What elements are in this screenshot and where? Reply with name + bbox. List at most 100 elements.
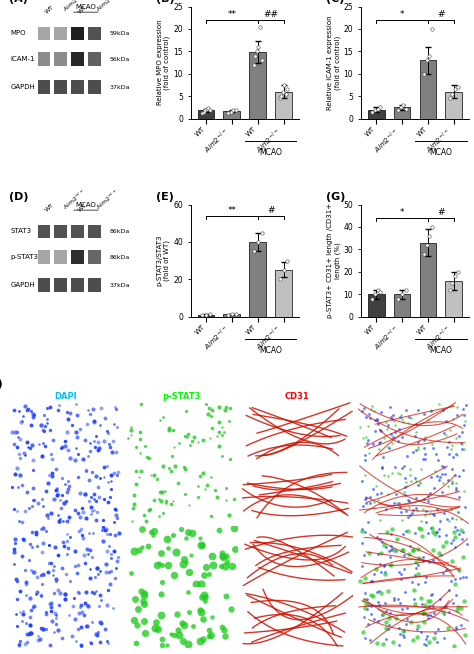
Point <box>27 612 34 623</box>
Point <box>407 470 414 481</box>
Point <box>53 613 60 623</box>
Point <box>20 535 27 545</box>
Point <box>458 534 466 544</box>
Point <box>461 502 469 512</box>
Point <box>454 450 461 460</box>
Point <box>186 439 193 450</box>
Point <box>48 468 55 478</box>
Point <box>205 403 213 413</box>
Point <box>404 511 412 522</box>
Point <box>161 486 169 496</box>
Point <box>74 472 82 483</box>
Point <box>53 485 60 495</box>
Point <box>414 441 422 452</box>
Point <box>201 570 208 581</box>
Point <box>438 550 445 560</box>
Text: **: ** <box>228 10 237 20</box>
Point <box>448 513 456 523</box>
Point <box>384 441 392 452</box>
Point <box>91 436 98 447</box>
Point <box>366 498 374 508</box>
Point <box>56 514 64 525</box>
Point <box>448 556 456 566</box>
Point <box>376 102 384 112</box>
Point <box>382 623 390 633</box>
Point <box>64 414 72 424</box>
Point <box>41 441 49 451</box>
Point <box>37 590 45 600</box>
Text: 86kDa: 86kDa <box>110 254 130 260</box>
Point <box>88 492 95 502</box>
Point <box>359 432 367 443</box>
Point <box>436 515 443 526</box>
Point <box>47 606 55 616</box>
Text: #: # <box>437 209 445 217</box>
Point <box>378 537 385 547</box>
Point <box>66 532 73 542</box>
Point <box>104 636 111 646</box>
Text: $Aim2^{-/-}$: $Aim2^{-/-}$ <box>254 324 283 353</box>
Point <box>446 607 453 617</box>
Bar <box>419 60 436 118</box>
Text: MCAO: MCAO <box>75 4 96 10</box>
Point <box>21 450 28 460</box>
Point <box>390 594 398 605</box>
Point <box>115 528 123 538</box>
Point <box>382 568 389 579</box>
Point <box>47 598 55 608</box>
Point <box>74 560 82 570</box>
Point <box>39 438 47 448</box>
Point <box>358 538 365 548</box>
Text: DAPI: DAPI <box>54 392 77 401</box>
Point <box>157 496 164 507</box>
Point <box>43 414 50 424</box>
Point <box>458 439 466 449</box>
Point <box>452 432 460 443</box>
Point <box>95 443 103 453</box>
Point <box>375 444 383 455</box>
Point <box>158 560 165 570</box>
Point <box>385 619 393 630</box>
Point <box>72 399 80 409</box>
Point <box>96 566 104 576</box>
Point <box>130 499 137 509</box>
Point <box>61 594 69 604</box>
Point <box>394 468 401 478</box>
Point <box>440 427 448 438</box>
Point <box>358 475 366 486</box>
Point <box>382 598 389 608</box>
Point <box>132 466 140 476</box>
Point <box>359 526 366 536</box>
Point <box>103 460 111 471</box>
Point <box>115 551 122 562</box>
Point <box>51 542 59 552</box>
Point <box>45 540 53 550</box>
Point <box>57 443 64 453</box>
Point <box>440 508 448 519</box>
Point <box>218 551 226 562</box>
Point <box>21 639 29 649</box>
Point <box>50 561 57 572</box>
Text: (E): (E) <box>156 192 173 202</box>
Point <box>364 604 371 615</box>
Point <box>147 470 155 481</box>
Point <box>185 606 192 617</box>
Point <box>27 593 34 603</box>
Point <box>379 639 387 649</box>
Bar <box>446 281 462 317</box>
Point <box>366 413 374 423</box>
Point <box>431 529 438 540</box>
Point <box>80 550 88 560</box>
Point <box>369 107 376 117</box>
Point <box>85 600 92 611</box>
Point <box>93 507 101 517</box>
Text: $Aim2^{-/-}$: $Aim2^{-/-}$ <box>424 324 454 353</box>
Point <box>41 421 49 431</box>
Point <box>87 638 95 648</box>
Point <box>22 617 29 628</box>
Point <box>389 414 396 424</box>
Point <box>48 454 55 464</box>
Point <box>229 105 237 115</box>
Point <box>207 472 215 482</box>
Point <box>112 505 119 515</box>
